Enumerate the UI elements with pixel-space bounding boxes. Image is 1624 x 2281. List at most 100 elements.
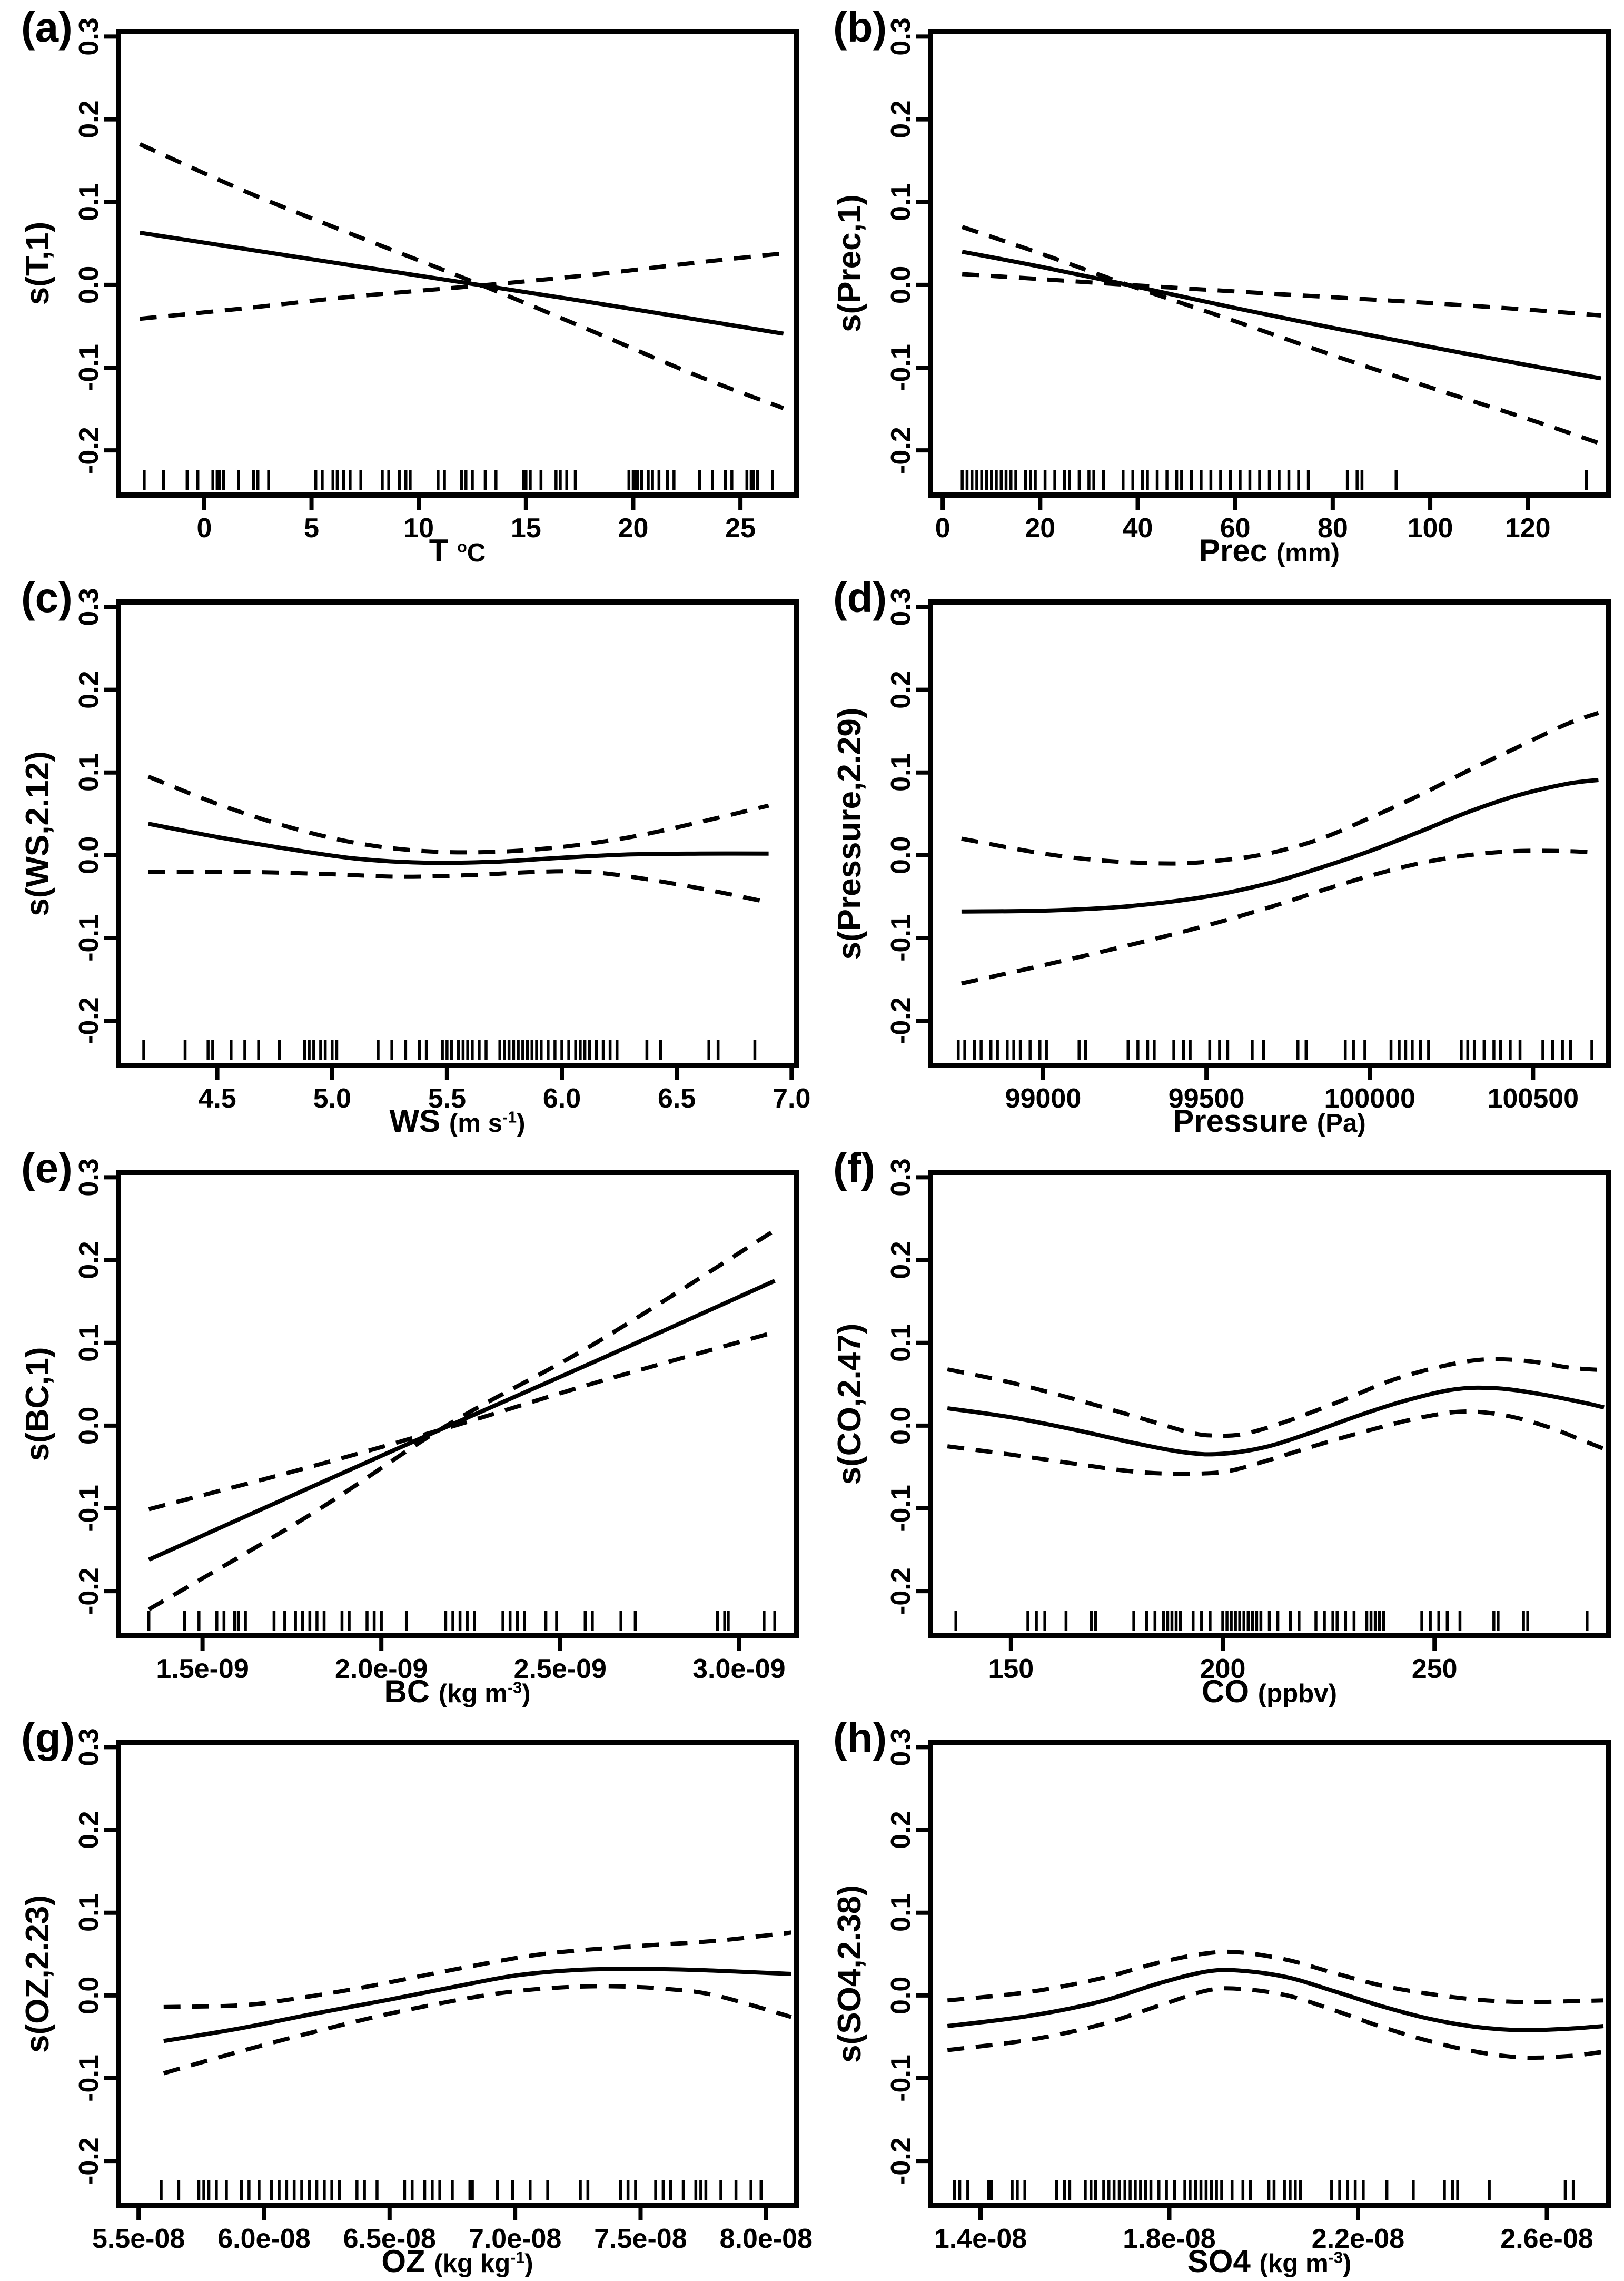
x-tick-label: 80 [1318, 513, 1348, 544]
x-axis-unit: (Pa) [1316, 1108, 1366, 1138]
y-tick-label: -0.1 [74, 914, 104, 962]
y-tick-label: 0.3 [886, 588, 916, 626]
y-tick-label: 0.3 [886, 1729, 916, 1766]
x-tick-label: 6.0 [543, 1083, 581, 1114]
x-tick-label: 60 [1220, 513, 1251, 544]
plot-frame [928, 599, 1611, 1068]
panel-letter: (b) [833, 4, 887, 51]
y-tick-label: 0.0 [886, 266, 916, 304]
gam-plot-a: 0 5 10 15 20 25 -0.2 -0.1 0.0 0.1 0.2 0.3 s(T,1) [19, 17, 799, 544]
y-tick-label: 0.0 [74, 1406, 104, 1444]
y-tick-label: -0.1 [886, 344, 916, 391]
gam-plot-g: 5.5e-08 6.0e-08 6.5e-08 7.0e-08 7.5e-08 8.0e-… [19, 1729, 813, 2255]
ci-1-line [961, 710, 1599, 866]
y-tick-label: -0.1 [74, 2055, 104, 2102]
fit-line [961, 777, 1599, 914]
y-tick-label: 0.3 [74, 1158, 104, 1196]
x-tick-label: 2.6e-08 [1500, 2224, 1593, 2254]
panel-c: (c) 4.5 5.0 5.5 6.0 6.5 7.0 -0.2 -0.1 0.0 0.1 0.2 0… [0, 570, 812, 1141]
gam-plot-c: 4.5 5.0 5.5 6.0 6.5 7.0 -0.2 -0.1 0.0 0.1 0.2 0.3 s(… [19, 588, 810, 1114]
fit-line [140, 230, 784, 336]
y-tick-label: -0.2 [74, 2138, 104, 2185]
x-tick-label: 2.0e-09 [335, 1654, 428, 1684]
ci-1-line [947, 1950, 1604, 2004]
y-axis-title: s(CO,2.47) [831, 1323, 868, 1485]
y-tick-label: -0.1 [74, 344, 104, 391]
y-tick-label: 0.0 [74, 266, 104, 304]
ci-2-line [961, 848, 1599, 986]
x-tick-label: 0 [196, 513, 212, 544]
y-axis-title: s(T,1) [19, 222, 56, 305]
y-tick-label: -0.1 [886, 914, 916, 962]
y-tick-label: 0.3 [886, 17, 916, 55]
gam-plot-b: 0 20 40 60 80 100 120 -0.2 -0.1 0.0 0.1 0.2 0.3 s(Pre… [831, 17, 1611, 544]
ci-1-line [139, 142, 785, 410]
x-tick-label: 150 [988, 1654, 1034, 1684]
y-tick-label: 0.3 [886, 1158, 916, 1196]
x-tick-label: 15 [511, 513, 541, 544]
y-tick-label: 0.1 [74, 753, 104, 791]
panel-b: (b) 0 20 40 60 80 100 120 -0.2 -0.1 0.0 0.1 0.2 0.3 s… [812, 0, 1624, 570]
x-tick-label: 100000 [1324, 1083, 1415, 1114]
y-tick-label: 0.2 [74, 1811, 104, 1849]
plot-frame [116, 1740, 799, 2209]
y-axis-title: s(SO4,2.38) [831, 1885, 868, 2063]
fit-line [947, 1968, 1604, 2033]
y-tick-label: -0.1 [886, 1485, 916, 1532]
x-tick-label: 5.5 [428, 1083, 466, 1114]
x-tick-label: 120 [1505, 513, 1551, 544]
plot-frame [116, 29, 799, 498]
gam-plot-h: 1.4e-08 1.8e-08 2.2e-08 2.6e-08 -0.2 -0.1 0.0 0… [831, 1729, 1611, 2254]
panel-letter: (f) [833, 1144, 875, 1191]
x-tick-label: 20 [618, 513, 649, 544]
x-tick-label: 250 [1412, 1654, 1458, 1684]
y-tick-label: 0.0 [886, 1406, 916, 1444]
x-tick-label: 99000 [1005, 1083, 1082, 1114]
x-tick-label: 4.5 [198, 1083, 236, 1114]
y-tick-label: 0.1 [886, 1324, 916, 1361]
y-tick-label: 0.0 [886, 1977, 916, 2015]
fit-line [962, 250, 1601, 381]
x-axis-unit: (kg kg-1) [434, 2248, 533, 2278]
x-axis-unit: (kg m-3) [438, 1678, 531, 1708]
y-tick-label: 0.2 [886, 1811, 916, 1849]
x-tick-label: 2.5e-09 [514, 1654, 607, 1684]
fit-line [163, 1967, 791, 2043]
y-tick-label: -0.2 [886, 997, 916, 1044]
y-tick-label: 0.1 [886, 753, 916, 791]
y-tick-label: 0.3 [74, 588, 104, 626]
x-axis-title: T oC [429, 533, 486, 568]
y-axis-title: s(Prec,1) [831, 194, 868, 332]
gam-plot-e: 1.5e-09 2.0e-09 2.5e-09 3.0e-09 -0.2 -0.1 0.0 0… [19, 1158, 799, 1684]
x-tick-label: 6.5e-08 [343, 2224, 436, 2254]
y-tick-label: 0.1 [74, 183, 104, 221]
x-tick-label: 0 [935, 513, 950, 544]
y-tick-label: 0.2 [74, 1241, 104, 1279]
x-tick-label: 1.8e-08 [1123, 2224, 1215, 2254]
x-tick-label: 3.0e-09 [692, 1654, 785, 1684]
fit-line [947, 1385, 1605, 1456]
ci-1-line [163, 1930, 791, 2010]
y-tick-label: -0.2 [74, 427, 104, 474]
y-tick-label: 0.0 [886, 836, 916, 874]
x-tick-label: 7.5e-08 [594, 2224, 687, 2254]
panel-f: (f) 150 200 250 -0.2 -0.1 0.0 0.1 0.2 0.3 s(CO,2.… [812, 1141, 1624, 1711]
y-tick-label: 0.2 [886, 100, 916, 138]
x-tick-label: 2.2e-08 [1312, 2224, 1404, 2254]
y-tick-label: -0.2 [886, 1567, 916, 1615]
x-tick-label: 5.5e-08 [92, 2224, 185, 2254]
panel-letter: (e) [21, 1144, 73, 1191]
panel-a: (a) 0 5 10 15 20 25 -0.2 -0.1 0.0 0.1 0.2 0.3 s(T,1)… [0, 0, 812, 570]
x-axis-title: OZ (kg kg-1) [381, 2244, 533, 2279]
x-tick-label: 6.5 [658, 1083, 696, 1114]
x-tick-label: 5 [304, 513, 319, 544]
x-tick-label: 100500 [1488, 1083, 1579, 1114]
x-axis-title: Prec (mm) [1199, 533, 1340, 568]
fit-line [147, 821, 769, 865]
y-tick-label: 0.1 [74, 1894, 104, 1932]
plot-frame [928, 29, 1611, 498]
x-axis-unit: (kg m-3) [1259, 2248, 1352, 2278]
gam-plot-d: 99000 99500 100000 100500 -0.2 -0.1 0.0 0.1 0.2 0… [831, 588, 1611, 1114]
ci-1-line [961, 225, 1602, 446]
